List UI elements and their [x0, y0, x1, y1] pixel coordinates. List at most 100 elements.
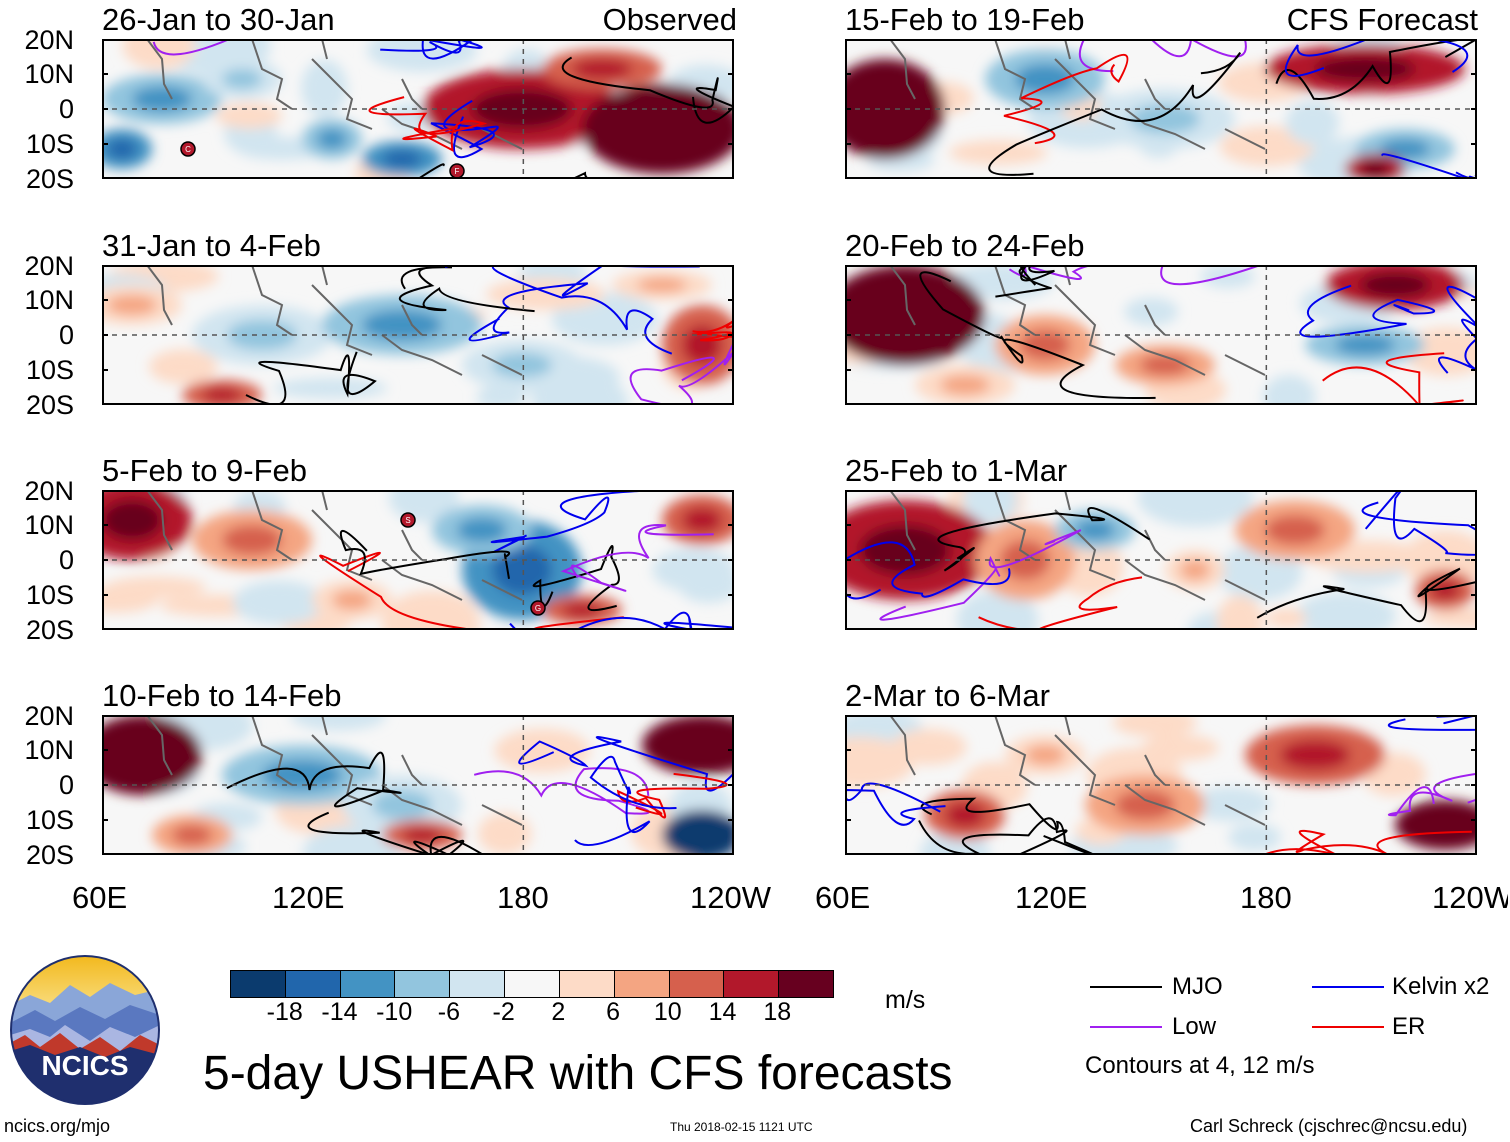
field-blob — [232, 580, 325, 625]
map-field: CF — [102, 39, 734, 179]
storm-label: S — [405, 516, 410, 525]
lat-label: 0 — [58, 94, 74, 124]
colorbar-swatch — [231, 971, 285, 997]
coastline — [889, 265, 1266, 376]
storm-label: G — [535, 604, 541, 613]
panel-tag: CFS Forecast — [1286, 2, 1478, 37]
map-field — [845, 39, 1477, 179]
field-blob — [1380, 139, 1430, 159]
field-blob — [1189, 786, 1271, 822]
contour-line — [490, 490, 657, 553]
panel-title: 31-Jan to 4-Feb — [102, 228, 321, 263]
field-blob — [1180, 560, 1210, 580]
field-blob — [622, 106, 702, 152]
contour-line — [845, 541, 1011, 600]
field-blob — [1262, 374, 1316, 405]
storm-marker: C — [180, 141, 196, 157]
footer-timestamp: Thu 2018-02-15 1121 UTC — [670, 1120, 813, 1134]
field-blob — [262, 760, 342, 790]
footer-author: Carl Schreck (cjschrec@ncsu.edu) — [1190, 1116, 1468, 1136]
field-blob — [1015, 64, 1075, 94]
field-blob — [940, 375, 990, 395]
legend-line-mjo — [1090, 986, 1162, 988]
colorbar-swatch — [558, 971, 614, 997]
field-blob — [637, 277, 687, 293]
field-blob — [1140, 355, 1190, 375]
field-blob — [1335, 335, 1395, 355]
lat-label: 10S — [25, 580, 74, 610]
legend-label-low: Low — [1172, 1013, 1217, 1040]
contour-line — [560, 523, 714, 592]
panel-title: 5-Feb to 9-Feb — [102, 453, 308, 488]
field-blob — [492, 352, 552, 378]
colorbar-label: 14 — [708, 998, 737, 1026]
coastline — [889, 715, 1266, 826]
coastline — [889, 490, 1266, 601]
field-blob — [290, 715, 387, 731]
lon-label: 120E — [272, 880, 345, 915]
colorbar-units: m/s — [885, 986, 926, 1014]
colorbar-swatch — [449, 971, 505, 997]
contour-line — [339, 530, 511, 579]
lat-label: 20S — [25, 615, 74, 645]
field-blob — [1360, 161, 1390, 177]
contour-line — [691, 319, 734, 342]
colorbar-swatch — [723, 971, 779, 997]
map-field — [845, 715, 1477, 855]
field-blob — [301, 59, 348, 117]
map-panel — [845, 490, 1477, 630]
colorbar-label: 2 — [551, 998, 566, 1026]
storm-label: C — [185, 145, 191, 154]
field-blob — [372, 790, 432, 820]
colorbar-swatch — [394, 971, 450, 997]
lat-label: 20N — [24, 476, 74, 506]
map-field — [845, 490, 1477, 630]
field-blob — [945, 802, 985, 828]
field-blob — [402, 827, 442, 843]
field-blob — [317, 129, 347, 149]
lat-label: 10N — [24, 510, 74, 540]
panel-tag: Observed — [602, 2, 737, 37]
field-blob — [1025, 745, 1065, 765]
contour-line — [937, 507, 1151, 572]
field-blob — [222, 69, 262, 89]
colorbar-label: -18 — [266, 998, 303, 1026]
contour-line — [307, 811, 484, 855]
contour-line — [616, 772, 728, 819]
map-panel — [102, 265, 734, 405]
coastline — [146, 265, 523, 376]
legend-line-er — [1312, 1026, 1384, 1028]
field-blob — [457, 517, 507, 543]
lat-label: 10S — [25, 355, 74, 385]
lat-label: 20S — [25, 840, 74, 870]
contour-line — [509, 611, 734, 630]
colorbar — [230, 970, 834, 998]
storm-label: F — [455, 167, 460, 176]
contour-line — [532, 545, 620, 612]
field-blob — [380, 593, 481, 630]
field-blob — [682, 822, 722, 848]
field-blob — [382, 150, 422, 168]
field-blob — [148, 349, 218, 385]
field-blob — [1266, 608, 1307, 629]
legend-note: Contours at 4, 12 m/s — [1085, 1052, 1315, 1079]
lat-label: 20N — [24, 25, 74, 55]
field-blob — [865, 290, 945, 340]
contour-line — [988, 51, 1242, 176]
lat-label: 10S — [25, 129, 74, 159]
field-blob — [1130, 104, 1200, 134]
colorbar-label: 10 — [653, 998, 682, 1026]
contour-line — [574, 755, 677, 847]
footer-url[interactable]: ncics.org/mjo — [4, 1116, 111, 1136]
field-blob — [956, 590, 1039, 630]
lat-label: 0 — [58, 770, 74, 800]
field-blob — [132, 86, 192, 112]
contour-line — [380, 39, 483, 60]
colorbar-swatch — [613, 971, 669, 997]
lat-label: 0 — [58, 320, 74, 350]
legend-line-low — [1090, 1026, 1162, 1028]
lat-label: 10N — [24, 735, 74, 765]
legend-label-kelvin: Kelvin x2 — [1392, 973, 1490, 1000]
